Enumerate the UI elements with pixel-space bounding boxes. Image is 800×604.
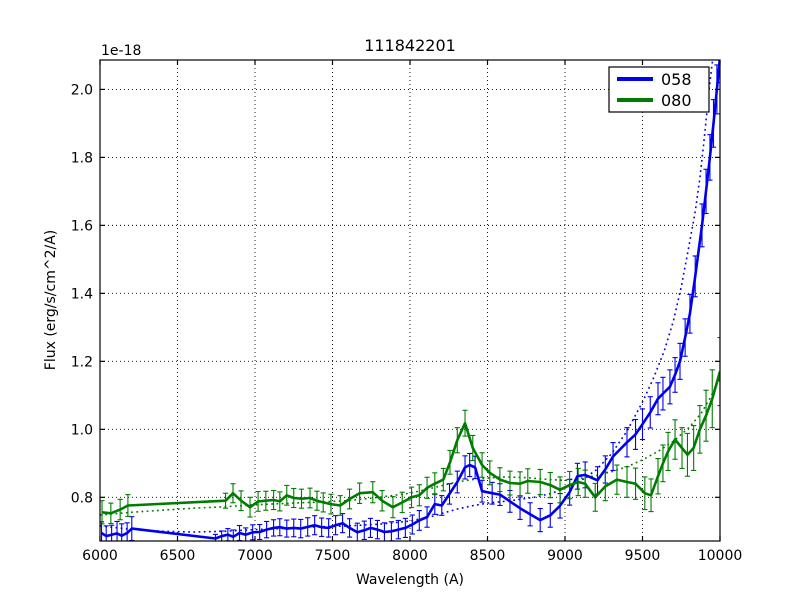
x-tick-label: 7500 <box>315 548 351 564</box>
tick-labels: 6000 6500 7000 7500 8000 8500 9000 9500 10000 0.8… <box>71 82 743 564</box>
y-tick-label: 1.4 <box>71 286 93 302</box>
x-tick-label: 6500 <box>160 548 196 564</box>
y-tick-label: 2.0 <box>71 82 93 98</box>
y-tick-label: 1.0 <box>71 422 93 438</box>
x-axis-label: Wavelength (A) <box>356 572 464 588</box>
y-tick-label: 0.8 <box>71 490 93 506</box>
x-tick-label: 9500 <box>625 548 661 564</box>
legend-label-058: 058 <box>661 70 692 89</box>
y-axis-label: Flux (erg/s/cm^2/A) <box>43 230 59 370</box>
legend: 058 080 <box>608 66 710 113</box>
y-tick-label: 1.2 <box>71 354 93 370</box>
axis-ticks <box>99 60 721 541</box>
y-tick-label: 1.6 <box>71 218 93 234</box>
x-tick-label: 9000 <box>547 548 583 564</box>
x-tick-label: 8000 <box>392 548 428 564</box>
x-tick-label: 8500 <box>470 548 506 564</box>
spectrum-curve-058 <box>100 60 720 540</box>
x-tick-label: 6000 <box>82 548 118 564</box>
legend-label-080: 080 <box>661 91 692 110</box>
x-tick-label: 10000 <box>698 548 743 564</box>
y-axis-offset-label: 1e-18 <box>101 43 141 59</box>
data-series <box>100 60 720 541</box>
plot-title: 111842201 <box>364 36 456 55</box>
y-tick-label: 1.8 <box>71 150 93 166</box>
legend-frame <box>608 66 710 113</box>
x-tick-label: 7000 <box>237 548 273 564</box>
spectrum-curve-080 <box>101 371 720 515</box>
